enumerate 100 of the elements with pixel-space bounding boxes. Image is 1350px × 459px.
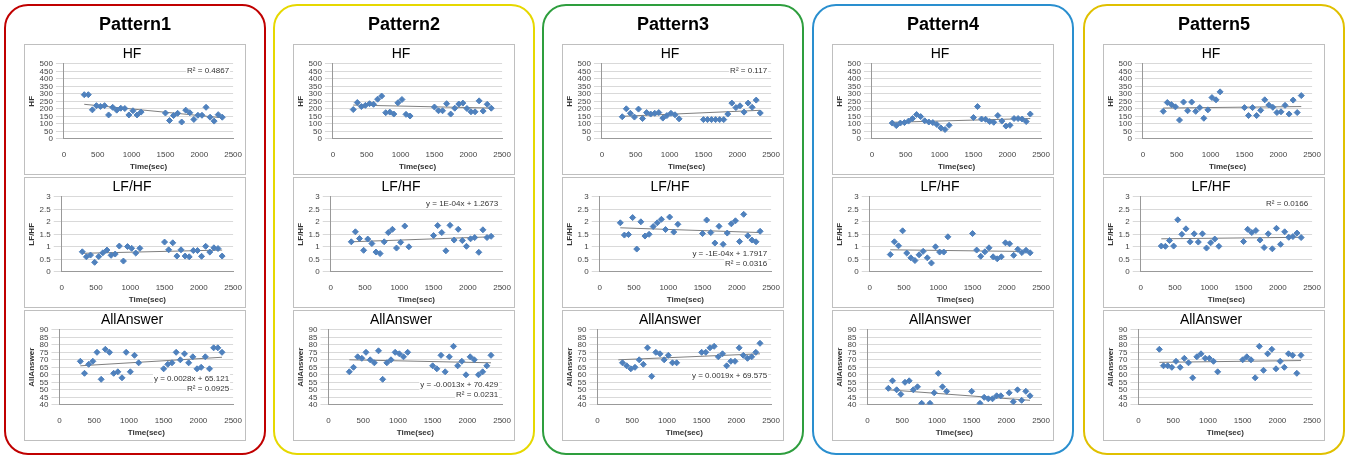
x-tick-label: 2500 — [224, 415, 243, 425]
point — [1166, 237, 1174, 245]
point — [673, 359, 681, 367]
y-tick-label: 50 — [39, 385, 50, 394]
point — [1276, 357, 1284, 365]
point — [364, 235, 372, 243]
point — [121, 105, 129, 112]
point — [915, 251, 923, 259]
annotation: y = 1E-04x + 1.2673 — [426, 199, 499, 208]
y-tick-label: 60 — [577, 370, 588, 379]
point — [663, 112, 671, 120]
point — [893, 386, 901, 394]
point — [1198, 230, 1206, 238]
point — [387, 356, 395, 364]
y-tick-label: 400 — [1118, 74, 1133, 83]
point — [362, 348, 370, 356]
point — [76, 357, 84, 365]
y-tick-label: 75 — [847, 347, 858, 357]
x-tick-label: 0 — [597, 282, 603, 292]
point — [639, 360, 647, 368]
point — [934, 369, 942, 377]
chart-title: LF/HF — [920, 178, 960, 195]
y-axis-title: AllAnswer — [565, 347, 574, 387]
point — [1293, 109, 1301, 117]
y-tick-label: 0.5 — [1118, 254, 1131, 264]
point — [97, 375, 105, 383]
point — [459, 99, 467, 107]
point — [739, 351, 747, 359]
y-tick-label: 450 — [39, 66, 54, 76]
y-tick-label: 75 — [1118, 347, 1129, 357]
x-tick-label: 0 — [595, 415, 601, 425]
point — [945, 121, 953, 129]
point — [904, 117, 912, 125]
x-tick-label: 2500 — [493, 149, 512, 159]
point — [430, 232, 438, 240]
x-tick-label: 2500 — [762, 282, 781, 292]
point — [660, 356, 668, 364]
point — [190, 115, 198, 123]
point — [1214, 368, 1222, 376]
annotation: y = -1E-04x + 1.7917 — [692, 249, 768, 258]
x-axis-title: Time(sec) — [398, 162, 437, 172]
y-tick-label: 250 — [847, 96, 862, 106]
point — [107, 251, 115, 259]
x-tick-label: 2500 — [1303, 415, 1322, 425]
point — [398, 96, 406, 103]
point — [1188, 98, 1196, 106]
y-tick-label: 3 — [854, 192, 860, 201]
y-tick-label: 0.5 — [308, 254, 321, 264]
point — [1264, 230, 1272, 238]
point — [111, 250, 119, 258]
point — [368, 240, 376, 248]
point — [895, 242, 903, 250]
annotation: y = -0.0013x + 70.429 — [420, 380, 499, 389]
point — [1277, 108, 1285, 116]
x-axis-title: Time(sec) — [667, 162, 706, 172]
point — [634, 105, 642, 113]
x-tick-label: 1500 — [964, 149, 983, 159]
point — [675, 115, 683, 123]
point — [756, 339, 764, 347]
y-tick-label: 2 — [854, 217, 860, 226]
point — [656, 350, 664, 358]
x-tick-label: 0 — [61, 149, 67, 159]
y-tick-label: 0.5 — [577, 254, 590, 264]
point — [731, 357, 739, 365]
point — [736, 238, 744, 246]
x-tick-label: 2500 — [224, 282, 243, 292]
point — [1159, 107, 1167, 115]
point — [198, 252, 206, 260]
point — [93, 348, 101, 356]
point — [136, 244, 144, 252]
y-tick-label: 75 — [39, 347, 50, 357]
x-tick-label: 1000 — [121, 282, 140, 292]
point — [347, 238, 355, 246]
point — [1026, 249, 1034, 257]
point — [375, 347, 382, 355]
point — [711, 239, 719, 247]
point — [463, 105, 471, 112]
point — [710, 342, 718, 350]
x-tick-label: 1500 — [962, 415, 982, 425]
point — [1193, 353, 1201, 361]
point — [980, 393, 988, 401]
y-tick-label: 200 — [577, 104, 592, 113]
y-tick-label: 250 — [577, 96, 592, 106]
chart-title: Pattern3 — [636, 14, 710, 35]
y-tick-label: 0 — [46, 267, 52, 276]
point — [471, 234, 479, 242]
point — [740, 108, 748, 116]
point — [659, 114, 667, 122]
point — [618, 113, 626, 121]
point — [744, 232, 752, 240]
point — [644, 344, 651, 352]
x-tick-label: 2500 — [762, 415, 781, 425]
x-tick-label: 500 — [897, 282, 912, 292]
point — [479, 368, 487, 376]
point — [655, 109, 663, 117]
x-tick-label: 500 — [356, 415, 371, 425]
point — [939, 383, 946, 391]
point — [394, 99, 402, 107]
point — [206, 248, 214, 256]
y-tick-label: 2 — [46, 217, 52, 226]
